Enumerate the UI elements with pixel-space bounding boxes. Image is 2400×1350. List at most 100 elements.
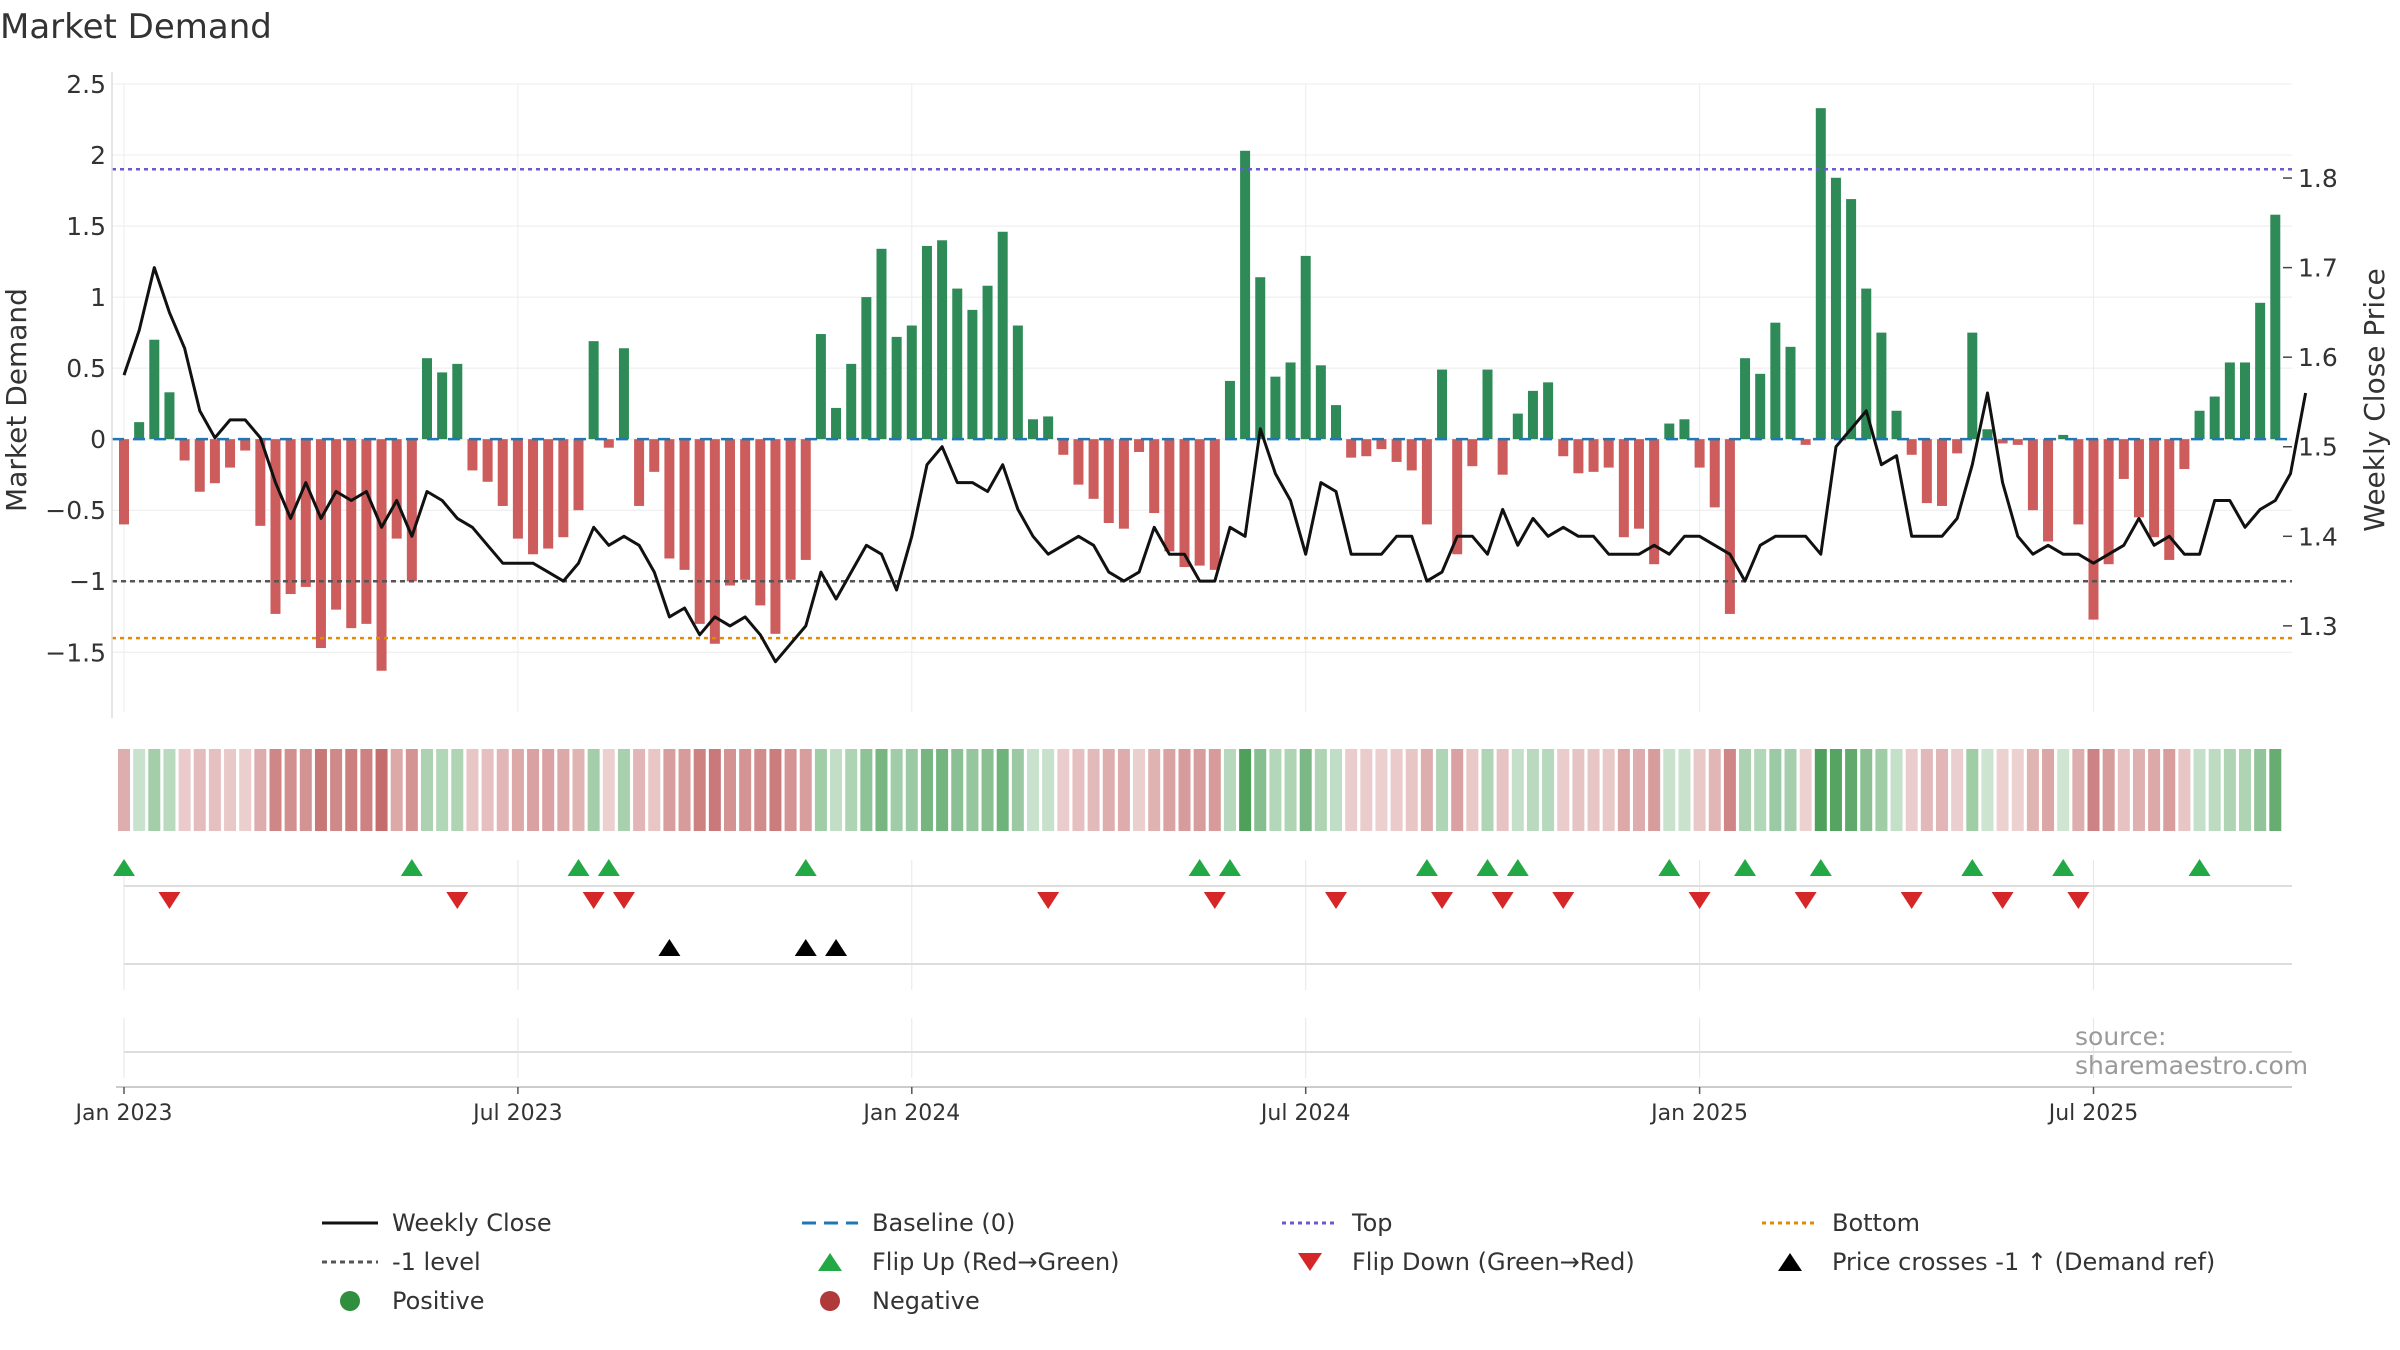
strip-cell bbox=[163, 749, 176, 831]
right-tick-label: 1.3 bbox=[2298, 612, 2338, 641]
demand-bar bbox=[1846, 199, 1857, 440]
demand-bar bbox=[1740, 358, 1751, 440]
minus-one-dotted-line-icon bbox=[322, 1260, 378, 1264]
flip-down-marker bbox=[1900, 892, 1923, 909]
x-tick-label: Jan 2025 bbox=[1649, 1101, 1748, 1126]
strip-cell bbox=[648, 749, 661, 831]
strip-cell bbox=[1996, 749, 2009, 831]
strip-cell bbox=[1027, 749, 1039, 831]
legend-label: -1 level bbox=[392, 1248, 481, 1276]
flip-down-marker bbox=[612, 892, 635, 909]
demand-bar bbox=[1861, 288, 1872, 440]
demand-bar bbox=[1134, 439, 1145, 452]
flip-down-marker bbox=[1431, 892, 1454, 909]
demand-bar bbox=[573, 439, 584, 511]
flip-up-marker bbox=[794, 859, 817, 876]
demand-bar bbox=[1346, 439, 1357, 458]
demand-bar bbox=[846, 363, 857, 440]
demand-bar bbox=[1558, 439, 1569, 457]
strip-cell bbox=[1557, 749, 1570, 831]
demand-bar bbox=[1497, 439, 1508, 475]
strip-cell bbox=[1633, 749, 1645, 831]
strip-cell bbox=[118, 749, 130, 831]
strip-cell bbox=[511, 749, 524, 831]
strip-cell bbox=[708, 749, 721, 831]
demand-bar bbox=[467, 439, 478, 471]
flip-down-marker bbox=[1794, 892, 1817, 909]
strip-cell bbox=[890, 749, 903, 831]
strip-cell bbox=[1436, 749, 1449, 831]
left-tick-label: 0 bbox=[90, 425, 106, 454]
strip-cell bbox=[1572, 749, 1585, 831]
strip-cell bbox=[1542, 749, 1555, 831]
strip-cell bbox=[1481, 749, 1494, 831]
right-tick-label: 1.7 bbox=[2298, 254, 2338, 283]
triangle-up-green-icon bbox=[818, 1253, 842, 1271]
strip-cell bbox=[1860, 749, 1873, 831]
demand-bar bbox=[1982, 429, 1993, 440]
strip-cell bbox=[920, 749, 933, 831]
strip-cell bbox=[1936, 749, 1948, 831]
strip-cell bbox=[1754, 749, 1767, 831]
strip-cell bbox=[905, 749, 918, 831]
left-tick-label: 1.5 bbox=[66, 212, 106, 241]
strip-cell bbox=[314, 749, 327, 831]
demand-bar bbox=[391, 439, 402, 539]
demand-bar bbox=[740, 439, 751, 580]
flip-up-marker bbox=[113, 859, 135, 876]
demand-bar bbox=[1058, 439, 1069, 455]
strip-cell bbox=[436, 749, 449, 831]
strip-cell bbox=[1466, 749, 1479, 831]
strip-cell bbox=[1829, 749, 1842, 831]
price-line-layer bbox=[122, 266, 2308, 664]
strip-cell bbox=[360, 749, 373, 831]
strip-cell bbox=[996, 749, 1009, 831]
demand-bar bbox=[2224, 362, 2235, 440]
demand-bar bbox=[179, 439, 190, 461]
flip-down-marker bbox=[446, 892, 469, 909]
demand-bar bbox=[1270, 376, 1281, 440]
y-axis-label-right: Weekly Close Price bbox=[2358, 268, 2391, 531]
legend-item-negative: Negative bbox=[800, 1283, 980, 1319]
demand-bar bbox=[1240, 150, 1251, 440]
demand-bar bbox=[876, 248, 887, 440]
demand-bar bbox=[2073, 439, 2084, 525]
strip-cell bbox=[724, 749, 736, 831]
legend-label: Flip Up (Red→Green) bbox=[872, 1248, 1120, 1276]
flip-up-marker bbox=[1506, 859, 1529, 876]
flip-markers-panel bbox=[113, 859, 2292, 909]
flip-down-marker bbox=[582, 892, 605, 909]
strip-cell bbox=[2057, 749, 2070, 831]
demand-bar bbox=[1588, 439, 1599, 472]
demand-bar bbox=[2012, 439, 2023, 445]
strip-cell bbox=[2254, 749, 2267, 831]
left-tick-label: 2 bbox=[90, 141, 106, 170]
demand-bar bbox=[1224, 380, 1235, 440]
triangle-down-red-icon bbox=[1298, 1253, 1322, 1271]
demand-bar bbox=[1012, 325, 1023, 440]
demand-bar bbox=[1800, 439, 1811, 445]
demand-bar bbox=[149, 339, 160, 440]
strip-cell bbox=[1602, 749, 1615, 831]
strip-cell bbox=[148, 749, 161, 831]
demand-bar bbox=[2058, 434, 2069, 440]
strip-cell bbox=[239, 749, 252, 831]
demand-bar bbox=[1103, 439, 1114, 523]
strip-cell bbox=[633, 749, 646, 831]
demand-bar bbox=[361, 439, 372, 624]
demand-bar bbox=[937, 240, 948, 440]
left-tick-label: 1 bbox=[90, 283, 106, 312]
demand-bar bbox=[770, 439, 781, 634]
demand-bar bbox=[1815, 108, 1826, 440]
strip-cell bbox=[1375, 749, 1388, 831]
legend-label: Weekly Close bbox=[392, 1209, 552, 1237]
demand-bar bbox=[2088, 439, 2099, 620]
demand-bar bbox=[2179, 439, 2190, 470]
strip-cell bbox=[936, 749, 949, 831]
demand-bar bbox=[422, 358, 432, 440]
legend-item-bottom: Bottom bbox=[1760, 1205, 1920, 1241]
strip-cell bbox=[1451, 749, 1464, 831]
left-tick-label: −0.5 bbox=[45, 496, 106, 525]
demand-bar bbox=[1967, 332, 1978, 440]
left-tick-label: −1 bbox=[69, 567, 106, 596]
